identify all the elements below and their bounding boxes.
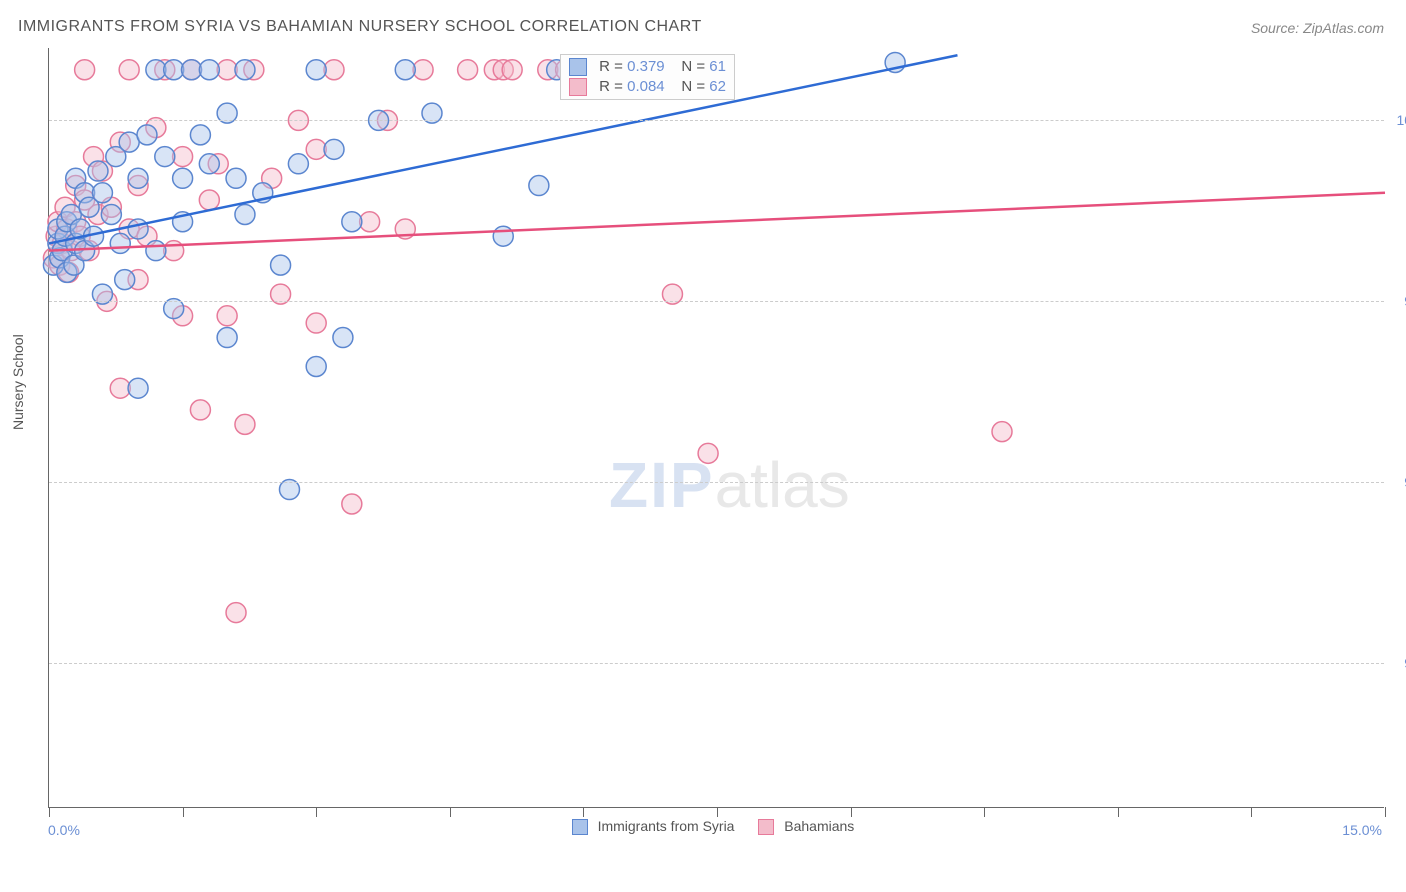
legend-swatch-series1 (572, 819, 588, 835)
source-attribution: Source: ZipAtlas.com (1251, 20, 1384, 36)
n-label: N = (681, 58, 705, 75)
legend-swatch-pink (569, 78, 587, 96)
data-point (992, 422, 1012, 442)
data-point (306, 313, 326, 333)
data-point (306, 60, 326, 80)
data-point (92, 183, 112, 203)
data-point (190, 400, 210, 420)
x-tick (49, 807, 50, 817)
legend-label-series1: Immigrants from Syria (598, 818, 735, 834)
data-point (115, 270, 135, 290)
data-point (146, 241, 166, 261)
gridline (49, 663, 1384, 664)
data-point (75, 60, 95, 80)
n-value: 61 (709, 58, 726, 75)
data-point (119, 60, 139, 80)
chart-title: IMMIGRANTS FROM SYRIA VS BAHAMIAN NURSER… (18, 18, 702, 36)
legend-swatch-blue (569, 58, 587, 76)
data-point (199, 60, 219, 80)
data-point (110, 233, 130, 253)
data-point (226, 168, 246, 188)
legend-stats-box: R = 0.379 N = 61 R = 0.084 N = 62 (560, 54, 735, 100)
data-point (698, 443, 718, 463)
data-point (155, 147, 175, 167)
data-point (324, 60, 344, 80)
data-point (306, 139, 326, 159)
x-tick (717, 807, 718, 817)
data-point (395, 60, 415, 80)
data-point (235, 60, 255, 80)
data-point (164, 60, 184, 80)
x-tick (851, 807, 852, 817)
data-point (235, 414, 255, 434)
data-point (458, 60, 478, 80)
gridline (49, 301, 1384, 302)
gridline (49, 120, 1384, 121)
data-point (493, 226, 513, 246)
data-point (199, 190, 219, 210)
data-point (324, 139, 344, 159)
data-point (182, 60, 202, 80)
data-point (128, 378, 148, 398)
x-tick (984, 807, 985, 817)
x-tick (450, 807, 451, 817)
data-point (226, 603, 246, 623)
r-value: 0.379 (627, 58, 665, 75)
chart-svg (49, 48, 1384, 807)
data-point (271, 255, 291, 275)
r-value: 0.084 (627, 78, 665, 95)
legend-label-series2: Bahamians (784, 818, 854, 834)
data-point (190, 125, 210, 145)
data-point (88, 161, 108, 181)
data-point (146, 60, 166, 80)
r-label: R = (599, 58, 623, 75)
r-label: R = (599, 78, 623, 95)
x-tick (316, 807, 317, 817)
data-point (288, 154, 308, 174)
data-point (119, 132, 139, 152)
data-point (101, 204, 121, 224)
data-point (529, 176, 549, 196)
legend-stats-row-2: R = 0.084 N = 62 (569, 77, 726, 97)
data-point (342, 494, 362, 514)
x-tick (1385, 807, 1386, 817)
data-point (128, 168, 148, 188)
data-point (413, 60, 433, 80)
data-point (110, 378, 130, 398)
data-point (502, 60, 522, 80)
data-point (217, 60, 237, 80)
data-point (306, 356, 326, 376)
data-point (173, 147, 193, 167)
y-tick-label: 100.0% (1397, 112, 1406, 128)
x-tick (183, 807, 184, 817)
legend-swatch-series2 (758, 819, 774, 835)
data-point (235, 204, 255, 224)
x-tick (1251, 807, 1252, 817)
x-tick (1118, 807, 1119, 817)
n-value: 62 (709, 78, 726, 95)
data-point (173, 168, 193, 188)
data-point (217, 328, 237, 348)
chart-plot-area: ZIPatlas 100.0%97.5%95.0%92.5% (48, 48, 1384, 808)
y-axis-label: Nursery School (10, 334, 26, 430)
data-point (342, 212, 362, 232)
data-point (164, 241, 184, 261)
data-point (360, 212, 380, 232)
legend-stats-row-1: R = 0.379 N = 61 (569, 57, 726, 77)
data-point (217, 306, 237, 326)
n-label: N = (681, 78, 705, 95)
x-tick (583, 807, 584, 817)
data-point (333, 328, 353, 348)
data-point (128, 219, 148, 239)
data-point (199, 154, 219, 174)
data-point (137, 125, 157, 145)
legend-series: Immigrants from Syria Bahamians (0, 818, 1406, 835)
gridline (49, 482, 1384, 483)
